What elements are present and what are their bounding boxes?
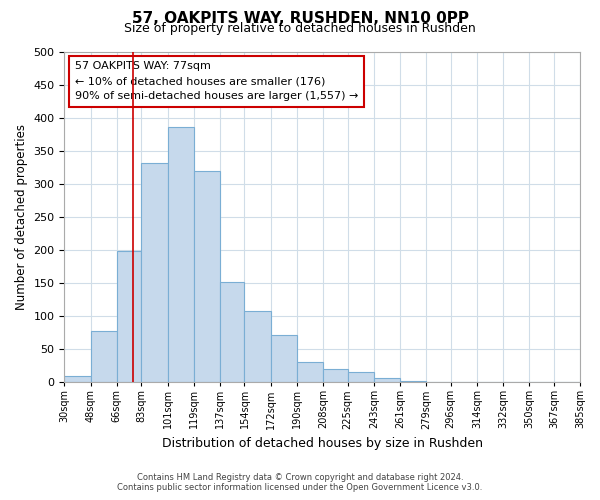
Bar — [194, 170, 220, 382]
Bar — [400, 381, 426, 382]
Bar — [323, 369, 347, 382]
Bar — [271, 334, 297, 382]
Bar — [297, 362, 323, 382]
Bar — [220, 282, 244, 382]
Bar — [167, 127, 194, 382]
Text: Size of property relative to detached houses in Rushden: Size of property relative to detached ho… — [124, 22, 476, 35]
Text: Contains HM Land Registry data © Crown copyright and database right 2024.
Contai: Contains HM Land Registry data © Crown c… — [118, 473, 482, 492]
X-axis label: Distribution of detached houses by size in Rushden: Distribution of detached houses by size … — [162, 437, 483, 450]
Bar — [64, 376, 91, 382]
Y-axis label: Number of detached properties: Number of detached properties — [15, 124, 28, 310]
Bar — [374, 378, 400, 382]
Bar — [142, 162, 167, 382]
Text: 57, OAKPITS WAY, RUSHDEN, NN10 0PP: 57, OAKPITS WAY, RUSHDEN, NN10 0PP — [131, 11, 469, 26]
Bar — [244, 311, 271, 382]
Bar — [347, 372, 374, 382]
Bar — [91, 330, 116, 382]
Text: 57 OAKPITS WAY: 77sqm
← 10% of detached houses are smaller (176)
90% of semi-det: 57 OAKPITS WAY: 77sqm ← 10% of detached … — [75, 62, 358, 101]
Bar — [116, 250, 142, 382]
